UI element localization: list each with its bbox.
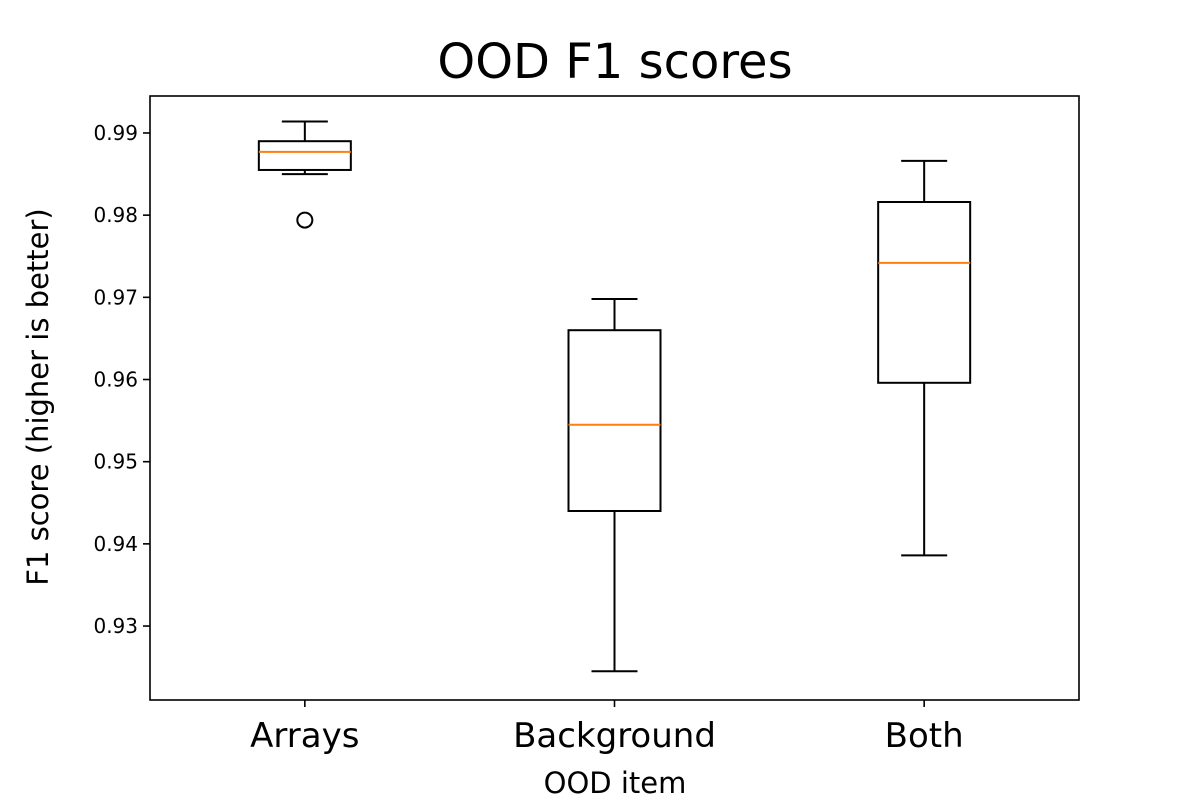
y-tick-label: 0.93 [93,614,138,638]
chart-title: OOD F1 scores [437,34,792,90]
y-tick-label: 0.97 [93,285,138,309]
outlier-point [296,211,314,229]
y-axis-label: F1 score (higher is better) [21,208,55,585]
y-tick-label: 0.95 [93,450,138,474]
x-tick-label: Arrays [250,716,359,756]
x-tick-label: Background [513,716,716,756]
x-tick-label: Both [885,716,964,756]
box-iqr [257,140,352,171]
y-tick-label: 0.96 [93,368,138,392]
x-axis-label: OOD item [544,766,687,800]
box-iqr [877,201,972,384]
plot-area: 0.93 0.94 0.95 0.96 0.97 0.98 0.99 Arrays Backgr… [93,95,1080,756]
y-tick-label: 0.99 [93,121,138,145]
box-iqr [567,329,662,512]
y-tick-label: 0.94 [93,532,138,556]
y-tick-label: 0.98 [93,203,138,227]
